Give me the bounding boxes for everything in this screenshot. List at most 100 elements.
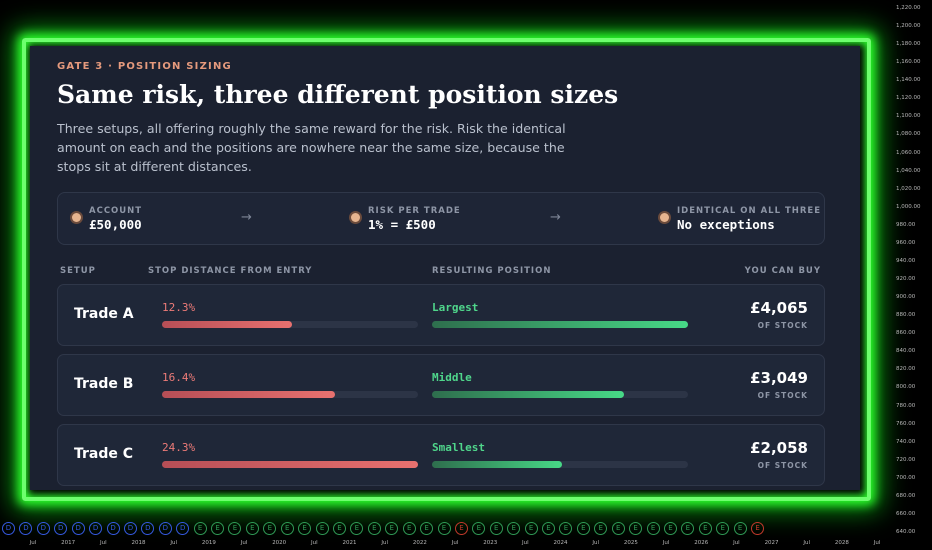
stop-label: 16.4% bbox=[162, 371, 196, 384]
event-marker[interactable]: E bbox=[594, 522, 608, 535]
buy-unit: OF STOCK bbox=[757, 461, 808, 470]
time-label: 2023 bbox=[483, 540, 498, 546]
event-marker[interactable]: E bbox=[263, 522, 277, 535]
event-marker[interactable]: D bbox=[106, 522, 120, 535]
event-marker[interactable]: E bbox=[542, 522, 556, 535]
price-label: 1,180.00 bbox=[896, 41, 921, 48]
facts-box bbox=[57, 192, 825, 245]
time-label: 2018 bbox=[131, 540, 146, 546]
price-label: 1,020.00 bbox=[896, 185, 921, 192]
event-marker[interactable]: E bbox=[663, 522, 677, 535]
panel bbox=[30, 46, 860, 490]
event-marker[interactable]: E bbox=[332, 522, 346, 535]
event-marker[interactable]: D bbox=[2, 522, 15, 535]
event-marker[interactable]: E bbox=[315, 522, 329, 535]
event-marker[interactable]: E bbox=[350, 522, 364, 535]
column-header: STOP DISTANCE FROM ENTRY bbox=[148, 266, 313, 276]
price-label: 1,060.00 bbox=[896, 149, 921, 156]
event-marker[interactable]: E bbox=[402, 522, 416, 535]
fact-label: ACCOUNT bbox=[89, 206, 143, 216]
column-header: RESULTING POSITION bbox=[432, 266, 552, 276]
event-marker[interactable]: E bbox=[733, 522, 747, 535]
stop-bar bbox=[162, 461, 418, 468]
time-label: 2027 bbox=[764, 540, 779, 546]
event-marker[interactable]: D bbox=[176, 522, 190, 535]
event-marker[interactable]: D bbox=[89, 522, 103, 535]
price-label: 860.00 bbox=[896, 330, 916, 337]
event-marker[interactable]: D bbox=[54, 522, 68, 535]
event-marker[interactable]: E bbox=[454, 522, 468, 535]
fact-dot bbox=[351, 213, 360, 222]
price-label: 880.00 bbox=[896, 312, 916, 319]
event-marker[interactable]: E bbox=[489, 522, 503, 535]
fact-value: No exceptions bbox=[677, 217, 775, 232]
event-marker[interactable]: E bbox=[367, 522, 381, 535]
event-marker[interactable]: E bbox=[420, 522, 434, 535]
event-marker[interactable]: E bbox=[681, 522, 695, 535]
price-label: 960.00 bbox=[896, 239, 916, 246]
price-label: 800.00 bbox=[896, 384, 916, 391]
fact-value: 1% = £500 bbox=[368, 217, 436, 232]
column-header: YOU CAN BUY bbox=[744, 266, 821, 276]
event-marker[interactable]: E bbox=[193, 522, 207, 535]
position-bar bbox=[432, 391, 625, 398]
eyebrow: GATE 3 · POSITION SIZING bbox=[57, 61, 232, 72]
position-label: Largest bbox=[432, 301, 479, 314]
fact-label: RISK PER TRADE bbox=[368, 206, 461, 216]
event-marker[interactable]: E bbox=[437, 522, 451, 535]
event-marker[interactable]: D bbox=[158, 522, 172, 535]
event-marker[interactable]: E bbox=[245, 522, 259, 535]
position-label: Middle bbox=[432, 371, 472, 384]
stop-label: 12.3% bbox=[162, 301, 196, 314]
event-marker[interactable]: E bbox=[629, 522, 643, 535]
event-marker[interactable]: E bbox=[228, 522, 242, 535]
event-marker[interactable]: E bbox=[611, 522, 625, 535]
event-marker[interactable]: E bbox=[298, 522, 312, 535]
price-label: 760.00 bbox=[896, 420, 916, 427]
setup-label: Trade B bbox=[74, 376, 134, 392]
buy-amount: £3,049 bbox=[750, 369, 808, 387]
time-label: Jul bbox=[733, 540, 740, 546]
event-marker[interactable]: E bbox=[211, 522, 225, 535]
arrow-icon: → bbox=[241, 210, 252, 225]
time-label: Jul bbox=[29, 540, 37, 546]
price-label: 1,040.00 bbox=[896, 167, 921, 174]
time-label: 2024 bbox=[553, 540, 568, 546]
time-label: 2026 bbox=[694, 540, 709, 546]
fact-dot bbox=[660, 213, 669, 222]
event-marker[interactable]: E bbox=[716, 522, 730, 535]
event-marker[interactable]: E bbox=[507, 522, 521, 535]
trade-row bbox=[57, 284, 825, 346]
event-marker[interactable]: D bbox=[19, 522, 33, 535]
price-label: 1,200.00 bbox=[896, 23, 921, 30]
trade-row bbox=[57, 354, 825, 416]
time-label: 2021 bbox=[342, 540, 357, 546]
price-label: 740.00 bbox=[896, 438, 916, 445]
event-marker[interactable]: E bbox=[751, 522, 765, 535]
price-label: 980.00 bbox=[896, 221, 916, 228]
price-label: 1,000.00 bbox=[896, 203, 921, 210]
event-marker[interactable]: D bbox=[71, 522, 85, 535]
time-label: 2022 bbox=[412, 540, 427, 546]
event-marker[interactable]: D bbox=[36, 522, 50, 535]
time-label: 2020 bbox=[272, 540, 287, 546]
price-label: 940.00 bbox=[896, 257, 916, 264]
event-marker[interactable]: E bbox=[385, 522, 399, 535]
event-marker[interactable]: E bbox=[576, 522, 590, 535]
event-marker[interactable]: E bbox=[524, 522, 538, 535]
event-marker[interactable]: E bbox=[646, 522, 660, 535]
fact-dot bbox=[72, 213, 81, 222]
fact-label: IDENTICAL ON ALL THREE bbox=[677, 206, 822, 216]
event-marker[interactable]: D bbox=[141, 522, 155, 535]
time-label: Jul bbox=[522, 540, 529, 546]
event-marker[interactable]: E bbox=[280, 522, 294, 535]
event-marker[interactable]: D bbox=[123, 522, 137, 535]
price-label: 720.00 bbox=[896, 456, 916, 463]
event-marker[interactable]: E bbox=[559, 522, 573, 535]
stop-bar bbox=[162, 321, 292, 328]
event-marker[interactable]: E bbox=[698, 522, 712, 535]
price-label: 840.00 bbox=[896, 348, 916, 355]
position-bar bbox=[432, 461, 562, 468]
event-marker[interactable]: E bbox=[472, 522, 486, 535]
